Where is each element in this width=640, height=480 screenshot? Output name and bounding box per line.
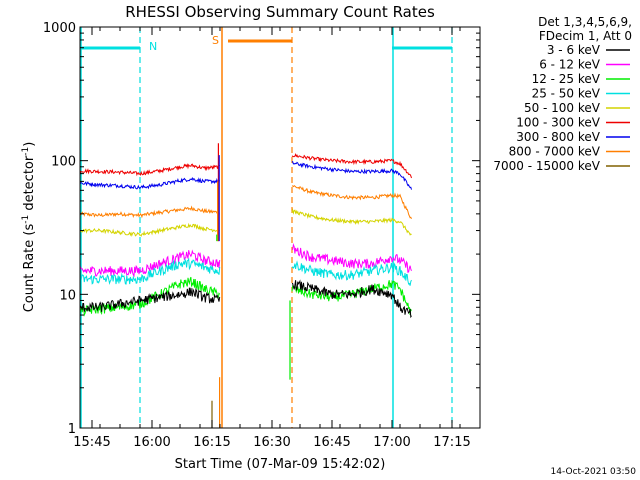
legend-label: 7000 - 15000 keV (493, 159, 600, 173)
legend-label: 100 - 300 keV (516, 116, 600, 130)
series-line-2-seg-0 (80, 176, 220, 190)
y-tick-label: 1 (68, 422, 76, 437)
x-axis-label: Start Time (07-Mar-09 15:42:02) (175, 457, 386, 472)
x-tick-label: 17:00 (373, 435, 410, 450)
legend-label: 3 - 6 keV (547, 43, 601, 57)
legend-header-line1: Det 1,3,4,5,6,9, (538, 15, 632, 29)
x-tick-label: 16:15 (193, 435, 230, 450)
series-line-1-seg-0 (80, 163, 221, 177)
series-line-5-seg-1 (291, 260, 412, 286)
series-line-7-seg-0 (80, 287, 221, 312)
x-tick-label: 16:30 (253, 435, 290, 450)
legend: Det 1,3,4,5,6,9, FDecim 1, Att 0 3 - 6 k… (493, 15, 632, 173)
legend-label: 300 - 800 keV (516, 130, 600, 144)
legend-label: 12 - 25 keV (532, 72, 601, 86)
saa-flag-label: S (212, 34, 219, 47)
y-tick-label: 100 (51, 155, 76, 170)
y-axis-label: Count Rate (s-1 detector-1) (21, 142, 37, 313)
series-line-0-seg-1 (291, 185, 412, 220)
series-line-0-seg-0 (80, 205, 220, 219)
legend-label: 6 - 12 keV (539, 58, 601, 72)
generation-timestamp: 14-Oct-2021 03:50 (551, 467, 637, 477)
series-line-4-seg-1 (291, 242, 412, 273)
night-flag-label: N (149, 40, 157, 53)
series-line-4-seg-0 (80, 249, 221, 278)
x-tick-label: 17:15 (433, 435, 470, 450)
x-tick-label: 16:00 (133, 435, 170, 450)
series-line-1-seg-1 (291, 153, 412, 179)
legend-header-line2: FDecim 1, Att 0 (539, 29, 632, 43)
chart-title: RHESSI Observing Summary Count Rates (125, 3, 435, 21)
x-tick-label: 15:45 (73, 435, 110, 450)
x-tick-label: 16:45 (313, 435, 350, 450)
legend-label: 25 - 50 keV (532, 87, 601, 101)
legend-label: 50 - 100 keV (524, 101, 601, 115)
y-tick-label: 10 (59, 288, 76, 303)
series-line-3-seg-1 (291, 208, 412, 236)
y-tick-label: 1000 (43, 21, 76, 36)
series-line-3-seg-0 (80, 222, 220, 237)
series-line-7-seg-1 (291, 279, 412, 319)
series-line-5-seg-0 (80, 257, 221, 286)
legend-label: 800 - 7000 keV (509, 145, 601, 159)
series-line-2-seg-1 (291, 161, 412, 190)
series-line-6-seg-1 (291, 279, 412, 316)
